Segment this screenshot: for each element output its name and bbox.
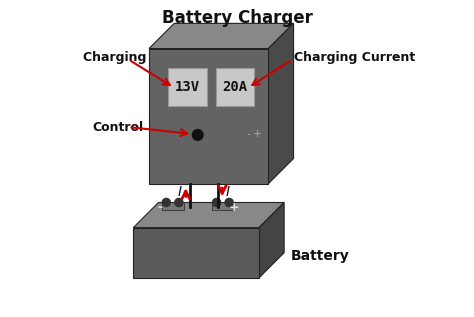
Polygon shape: [268, 23, 293, 184]
Text: $I$: $I$: [225, 185, 230, 199]
Text: Charging Voltage: Charging Voltage: [83, 51, 204, 64]
Text: Battery: Battery: [291, 249, 349, 263]
FancyBboxPatch shape: [162, 203, 183, 210]
Circle shape: [175, 198, 183, 207]
Text: Control: Control: [92, 120, 144, 133]
Polygon shape: [259, 203, 284, 278]
FancyBboxPatch shape: [168, 68, 207, 106]
Circle shape: [212, 198, 221, 207]
Text: Battery Charger: Battery Charger: [162, 9, 312, 27]
Polygon shape: [149, 23, 293, 49]
FancyBboxPatch shape: [149, 49, 268, 184]
Text: 20A: 20A: [222, 80, 247, 94]
FancyBboxPatch shape: [212, 203, 234, 210]
Text: +: +: [253, 129, 262, 139]
Circle shape: [225, 198, 233, 207]
Text: $I$: $I$: [177, 185, 182, 199]
Polygon shape: [133, 203, 284, 228]
FancyBboxPatch shape: [133, 228, 259, 278]
Text: Charging Current: Charging Current: [293, 51, 415, 64]
Text: -: -: [246, 129, 250, 139]
Text: +: +: [228, 201, 239, 214]
FancyBboxPatch shape: [216, 68, 254, 106]
Circle shape: [162, 198, 170, 207]
Circle shape: [192, 130, 203, 140]
Text: -: -: [157, 201, 163, 214]
Text: 13V: 13V: [175, 80, 200, 94]
